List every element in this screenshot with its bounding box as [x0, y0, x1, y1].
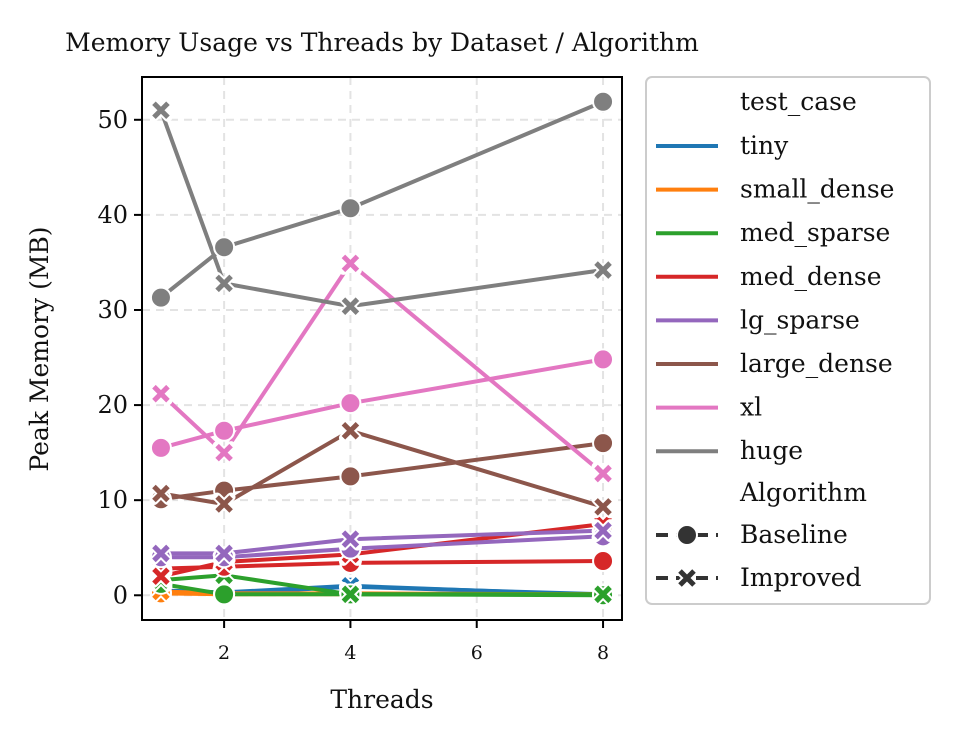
point-huge-improved	[591, 258, 615, 282]
x-tick-label: 4	[344, 642, 356, 664]
point-xl-baseline	[213, 419, 236, 442]
point-xl-baseline	[339, 392, 362, 415]
series-line-lg_sparse-baseline	[158, 534, 606, 560]
legend-entry-label: huge	[740, 436, 803, 465]
legend-style-marker-baseline	[676, 524, 698, 546]
grid	[142, 77, 622, 620]
legend: test_case tiny small_dense med_sparse med_d…	[645, 76, 931, 605]
y-tick-label: 30	[97, 296, 128, 324]
legend-hue-entries: tiny small_dense med_sparse med_dense lg_spa…	[656, 131, 894, 465]
point-lg_sparse-improved	[338, 527, 362, 551]
point-huge-improved	[338, 294, 362, 318]
series-markers	[149, 90, 615, 607]
legend-style-label: Improved	[740, 563, 862, 592]
point-lg_sparse-improved	[212, 541, 236, 565]
point-huge-improved	[212, 271, 236, 295]
legend-entry-label: med_sparse	[740, 218, 890, 247]
series-line-lg_sparse-improved	[158, 528, 606, 556]
plot-frame	[141, 76, 623, 621]
point-huge-baseline	[592, 90, 615, 113]
point-xl-baseline	[592, 348, 615, 371]
point-med_sparse-improved	[338, 582, 362, 606]
y-axis-label: Peak Memory (MB)	[25, 226, 54, 471]
point-lg_sparse-improved	[591, 519, 615, 543]
series-line-huge-baseline	[158, 99, 606, 300]
point-huge-baseline	[213, 236, 236, 259]
series-line-xl-baseline	[158, 357, 606, 450]
legend-hue-title: test_case	[740, 87, 857, 116]
legend-entry-label: med_dense	[740, 262, 882, 291]
point-large_dense-improved	[338, 419, 362, 443]
legend-style-entries: Baseline Improved	[656, 520, 862, 592]
point-xl-improved	[212, 441, 236, 465]
legend-style-marker-improved	[675, 566, 699, 590]
point-xl-improved	[149, 382, 173, 406]
y-axis: 0 10 20 30 40 50	[97, 106, 142, 609]
point-med_dense-improved	[149, 564, 173, 588]
y-tick-label: 10	[97, 486, 128, 514]
series-lines	[158, 99, 606, 598]
legend-frame	[645, 76, 931, 605]
point-huge-improved	[149, 98, 173, 122]
point-lg_sparse-improved	[149, 541, 173, 565]
point-large_dense-baseline	[592, 432, 615, 455]
series-line-xl-improved	[158, 261, 606, 476]
chart-title: Memory Usage vs Threads by Dataset / Alg…	[65, 28, 699, 57]
legend-entry-label: xl	[740, 393, 762, 422]
x-axis-label: Threads	[330, 685, 433, 714]
point-xl-baseline	[149, 436, 172, 459]
series-line-med_sparse-improved	[158, 573, 606, 597]
point-huge-baseline	[339, 197, 362, 220]
x-tick-label: 2	[218, 642, 230, 664]
legend-style-label: Baseline	[740, 520, 848, 549]
series-line-huge-improved	[158, 108, 606, 309]
legend-entry-label: small_dense	[740, 175, 894, 204]
point-med_sparse-improved	[591, 582, 615, 606]
series-line-large_dense-improved	[158, 428, 606, 509]
point-med_sparse-baseline	[213, 583, 236, 606]
y-tick-label: 20	[97, 391, 128, 419]
x-axis: 2 4 6 8	[218, 620, 609, 664]
series-line-med_dense-improved	[158, 522, 606, 579]
y-tick-label: 40	[97, 201, 128, 229]
series-line-large_dense-baseline	[158, 441, 606, 502]
point-huge-baseline	[149, 286, 172, 309]
point-large_dense-baseline	[339, 465, 362, 488]
point-large_dense-improved	[591, 495, 615, 519]
legend-entry-label: lg_sparse	[740, 305, 860, 334]
y-tick-label: 0	[113, 581, 128, 609]
legend-style-title: Algorithm	[739, 478, 867, 507]
y-tick-label: 50	[97, 106, 128, 134]
point-xl-improved	[338, 251, 362, 275]
legend-entry-label: tiny	[740, 131, 789, 160]
legend-entry-label: large_dense	[740, 349, 893, 378]
point-med_dense-baseline	[592, 550, 615, 573]
point-xl-improved	[591, 462, 615, 486]
point-large_dense-improved	[149, 482, 173, 506]
point-large_dense-improved	[212, 492, 236, 516]
x-tick-label: 6	[471, 642, 483, 664]
x-tick-label: 8	[597, 642, 609, 664]
